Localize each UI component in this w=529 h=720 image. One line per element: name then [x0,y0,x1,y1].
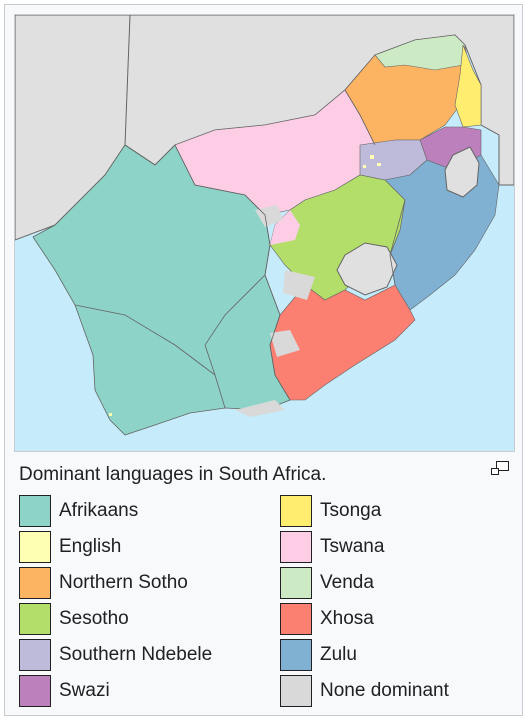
legend-item: Sesotho [19,601,212,637]
legend-label: Xhosa [320,608,374,629]
legend-item: Zulu [280,637,449,673]
legend-swatch [280,567,312,599]
legend-swatch [19,675,51,707]
province-borders [74,89,406,409]
legend-item: Venda [280,565,449,601]
legend-item: Afrikaans [19,493,212,529]
legend-label: Southern Ndebele [59,644,213,665]
region-none-4 [283,270,315,300]
region-none-1 [255,205,283,227]
legend-label: Swazi [59,680,110,701]
legend-label: Tswana [320,536,385,557]
legend-label: Tsonga [320,500,382,521]
map-figure: Dominant languages in South Africa. Afri… [4,4,523,716]
region-tswana-pocket [270,210,300,245]
eswatini [444,146,480,198]
legend-item: Northern Sotho [19,565,212,601]
legend-item: Tswana [280,529,449,565]
legend-swatch [280,675,312,707]
language-map[interactable] [14,14,515,452]
legend-label: Sesotho [59,608,129,629]
lesotho [336,242,398,296]
legend-swatch [19,603,51,635]
legend-label: None dominant [320,680,449,701]
south-africa-map [15,15,514,451]
legend-swatch [280,603,312,635]
legend-column-left: Afrikaans English Northern Sotho Sesotho Sou… [19,493,212,709]
legend-swatch [280,495,312,527]
region-none-3 [235,400,285,417]
legend-column-right: Tsonga Tswana Venda Xhosa Zulu None dominant [280,493,449,709]
map-caption: Dominant languages in South Africa. [19,464,327,485]
legend-swatch [280,639,312,671]
legend-label: Venda [320,572,374,593]
legend-item: Tsonga [280,493,449,529]
legend-label: Afrikaans [59,500,139,521]
legend-item: Swazi [19,673,212,709]
legend-item: None dominant [280,673,449,709]
legend-label: Northern Sotho [59,572,188,593]
region-tsonga [454,44,482,128]
region-none-2 [270,330,300,357]
legend-label: Zulu [320,644,357,665]
legend-swatch [19,495,51,527]
legend-label: English [59,536,122,557]
legend-swatch [19,531,51,563]
region-english-dots [109,155,381,416]
legend-swatch [19,567,51,599]
legend-swatch [280,531,312,563]
magnify-clip-icon[interactable] [491,461,509,475]
legend-item: Xhosa [280,601,449,637]
legend-item: Southern Ndebele [19,637,212,673]
legend-swatch [19,639,51,671]
legend-item: English [19,529,212,565]
